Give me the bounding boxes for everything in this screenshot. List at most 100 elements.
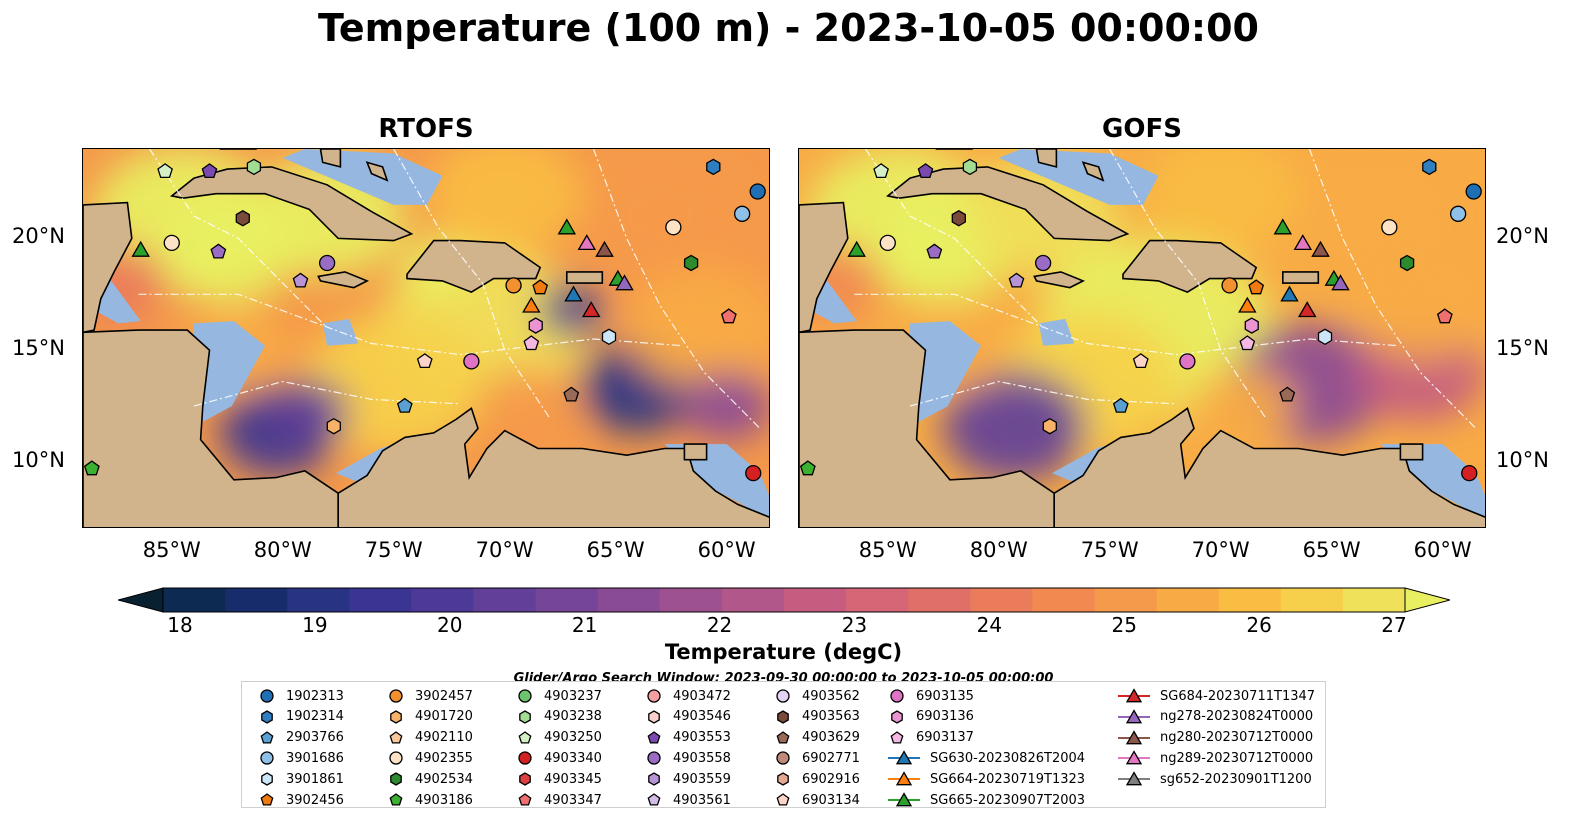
rtofs-station-triangle: [522, 296, 541, 313]
colorbar-tick-label: 22: [706, 613, 733, 637]
legend-label: 6903137: [916, 730, 974, 746]
legend-label: 3901861: [286, 771, 344, 787]
colorbar-segment: [784, 588, 847, 612]
legend-label: 4903347: [544, 792, 602, 808]
gofs-map-canvas: [799, 149, 1485, 527]
legend-marker-triangle-line: [888, 771, 920, 786]
legend-item: 4903345: [514, 769, 602, 789]
legend-marker-pentagon: [890, 730, 904, 744]
gofs-lon-tick-label: 70°W: [1191, 538, 1250, 562]
gofs-eez-boundary: [909, 380, 1177, 407]
rtofs-temperature-patch: [626, 267, 769, 388]
rtofs-eez-boundary: [193, 380, 461, 407]
legend-item: sg652-20230901T1200: [1116, 769, 1312, 789]
legend-marker-pentagon: [389, 793, 403, 806]
rtofs-station-hexagon: [326, 417, 341, 435]
legend-item: ng280-20230712T0000: [1116, 728, 1313, 748]
legend-marker-shape: [648, 710, 660, 724]
rtofs-land-central-america: [83, 329, 339, 527]
colorbar-extend-low: [116, 587, 164, 613]
legend-label: 4903250: [544, 730, 602, 746]
gofs-shelf: [905, 321, 981, 422]
gofs-station-circle: [1179, 353, 1196, 370]
legend-marker-shape: [1125, 688, 1143, 703]
legend-label: 6903134: [802, 792, 860, 808]
colorbar-segment: [1342, 588, 1406, 612]
legend-marker-hexagon: [648, 772, 660, 786]
rtofs-station-triangle: [595, 240, 614, 257]
legend-marker-pentagon: [260, 730, 274, 744]
rtofs-eez-boundary: [393, 149, 550, 418]
rtofs-station-circle: [749, 183, 766, 200]
rtofs-shelf: [336, 444, 394, 485]
colorbar-label: Temperature (degC): [664, 640, 903, 664]
legend-marker-hexagon: [519, 710, 531, 724]
legend-label: 3901686: [286, 750, 344, 766]
rtofs-eez-boundary: [592, 149, 761, 429]
rtofs-eez-boundary: [149, 149, 328, 329]
legend-item: 4903546: [643, 707, 731, 727]
legend-marker-shape: [891, 710, 903, 724]
colorbar-frame: [162, 587, 1406, 613]
legend-label: 4903472: [673, 688, 731, 704]
legend-label: ng280-20230712T0000: [1160, 730, 1314, 746]
gofs-station-hexagon: [1422, 158, 1437, 176]
legend-marker-shape: [519, 772, 531, 786]
colorbar: [116, 585, 1452, 615]
legend-item: 4903558: [643, 748, 731, 768]
legend-marker-shape: [776, 730, 790, 744]
gofs-land-cuba: [885, 166, 1130, 242]
gofs-station-pentagon: [1112, 397, 1129, 413]
legend-item: 6902771: [772, 748, 860, 768]
rtofs-land-bahamas-b: [365, 161, 389, 182]
rtofs-station-pentagon: [416, 353, 433, 369]
gofs-station-triangle: [1297, 301, 1317, 318]
colorbar-segment: [659, 588, 723, 612]
colorbar-segment: [1032, 588, 1096, 612]
legend-label: 4902534: [415, 771, 473, 787]
legend-marker-pentagon: [260, 793, 274, 806]
legend-item: ng289-20230712T0000: [1116, 748, 1313, 768]
legend-marker-pentagon: [776, 730, 790, 744]
gofs-station-pentagon: [1248, 279, 1265, 295]
colorbar-segment: [411, 588, 475, 612]
legend-marker-triangle-line: [1118, 771, 1150, 786]
gofs-land-trinidad: [1399, 443, 1424, 461]
rtofs-lon-tick-label: 65°W: [586, 538, 645, 562]
legend-marker-triangle-line: [1118, 729, 1150, 744]
gofs-station-pentagon: [1132, 353, 1149, 369]
gofs-station-circle: [1381, 219, 1398, 236]
rtofs-station-pentagon: [523, 335, 540, 351]
legend-marker-hexagon: [390, 710, 402, 724]
legend-label: 4903553: [673, 730, 731, 746]
gofs-station-hexagon: [1042, 417, 1057, 435]
colorbar-segment: [473, 588, 537, 612]
legend-label: 4903186: [415, 792, 473, 808]
legend-marker-hexagon: [261, 710, 273, 724]
legend-marker-shape: [390, 772, 402, 786]
legend-marker-shape: [260, 793, 274, 806]
legend-marker-circle: [890, 689, 904, 703]
legend-item: SG665-20230907T2003: [886, 790, 1085, 810]
gofs-station-triangle: [1311, 240, 1330, 257]
rtofs-station-circle: [745, 464, 762, 482]
rtofs-station-hexagon: [528, 317, 543, 334]
colorbar-segment: [349, 588, 412, 612]
rtofs-temperature-patch: [538, 284, 604, 335]
rtofs-lat-tick-label: 10°N: [12, 447, 65, 472]
gofs-eez-boundary: [1308, 149, 1477, 429]
gofs-station-circle: [1449, 205, 1467, 222]
legend-marker-shape: [895, 771, 913, 786]
legend-marker-shape: [260, 751, 274, 766]
colorbar-tick-label: 20: [437, 613, 463, 637]
legend-item: ng278-20230824T0000: [1116, 707, 1313, 727]
gofs-land-central-america: [799, 329, 1055, 527]
legend-label: 6902771: [802, 750, 860, 766]
gofs-station-circle: [1465, 183, 1482, 200]
gofs-lat-tick-label: 10°N: [1496, 447, 1549, 472]
gofs-station-circle: [879, 234, 896, 252]
rtofs-station-hexagon: [246, 158, 262, 176]
rtofs-station-hexagon: [683, 254, 699, 272]
legend-label: 4902110: [415, 730, 473, 746]
rtofs-temperature-patch: [474, 366, 579, 447]
